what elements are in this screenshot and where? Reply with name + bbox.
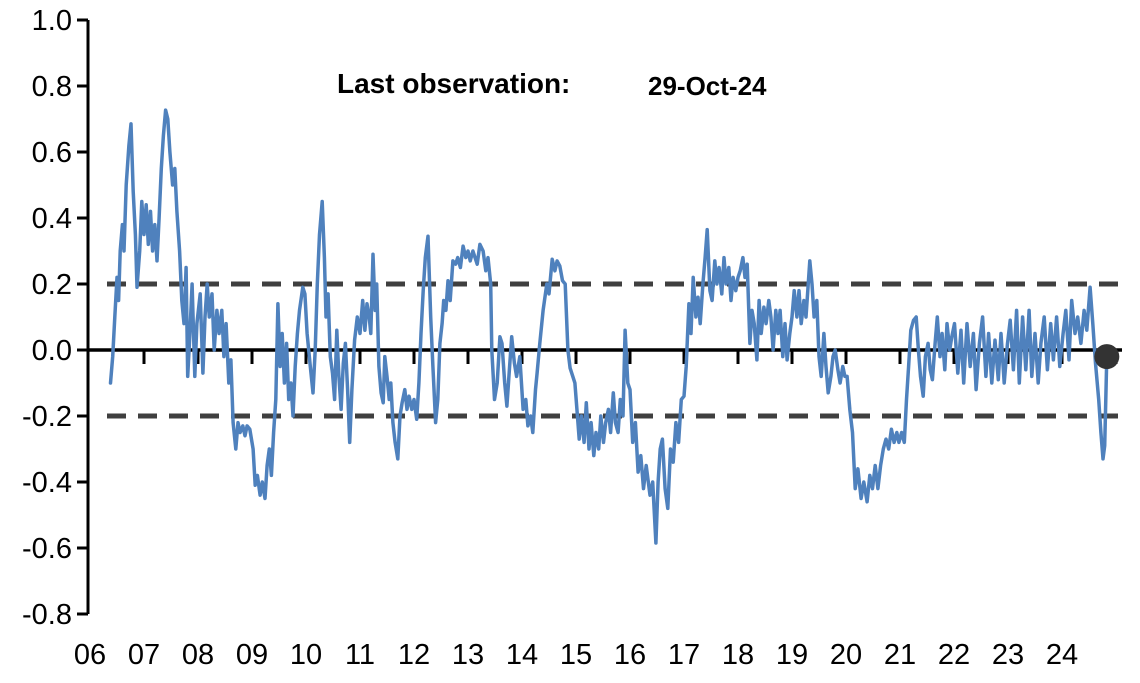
x-tick-label: 07 [128,639,160,671]
series-line [108,108,1109,545]
x-tick-label: 12 [398,639,430,671]
y-tick-label: -0.6 [22,533,72,565]
x-tick-label: 23 [992,639,1024,671]
x-tick-label: 14 [506,639,538,671]
last-observation-label: Last observation: [337,68,571,99]
y-tick-label: -0.2 [22,401,72,433]
x-tick-label: 13 [452,639,484,671]
y-tick-label: 1.0 [32,5,72,37]
x-tick-label: 20 [830,639,862,671]
last-observation-date: 29-Oct-24 [648,71,767,101]
x-tick-label: 18 [722,639,754,671]
x-tick-label: 15 [560,639,592,671]
x-tick-label: 17 [668,639,700,671]
y-tick-label: -0.8 [22,599,72,631]
x-tick-label: 06 [74,639,106,671]
y-tick-label: 0.4 [32,203,72,235]
y-tick-label: 0.6 [32,137,72,169]
y-tick-label: -0.4 [22,467,72,499]
x-tick-label: 10 [290,639,322,671]
x-tick-label: 09 [236,639,268,671]
x-tick-label: 22 [938,639,970,671]
x-tick-label: 11 [345,639,375,671]
y-tick-label: 0.8 [32,71,72,103]
y-tick-label: 0.0 [32,335,72,367]
last-observation-dot [1094,344,1120,370]
x-tick-label: 16 [614,639,646,671]
x-tick-label: 21 [884,639,916,671]
x-tick-label: 24 [1046,639,1078,671]
x-tick-label: 19 [776,639,808,671]
y-tick-label: 0.2 [32,269,72,301]
x-tick-label: 08 [182,639,214,671]
